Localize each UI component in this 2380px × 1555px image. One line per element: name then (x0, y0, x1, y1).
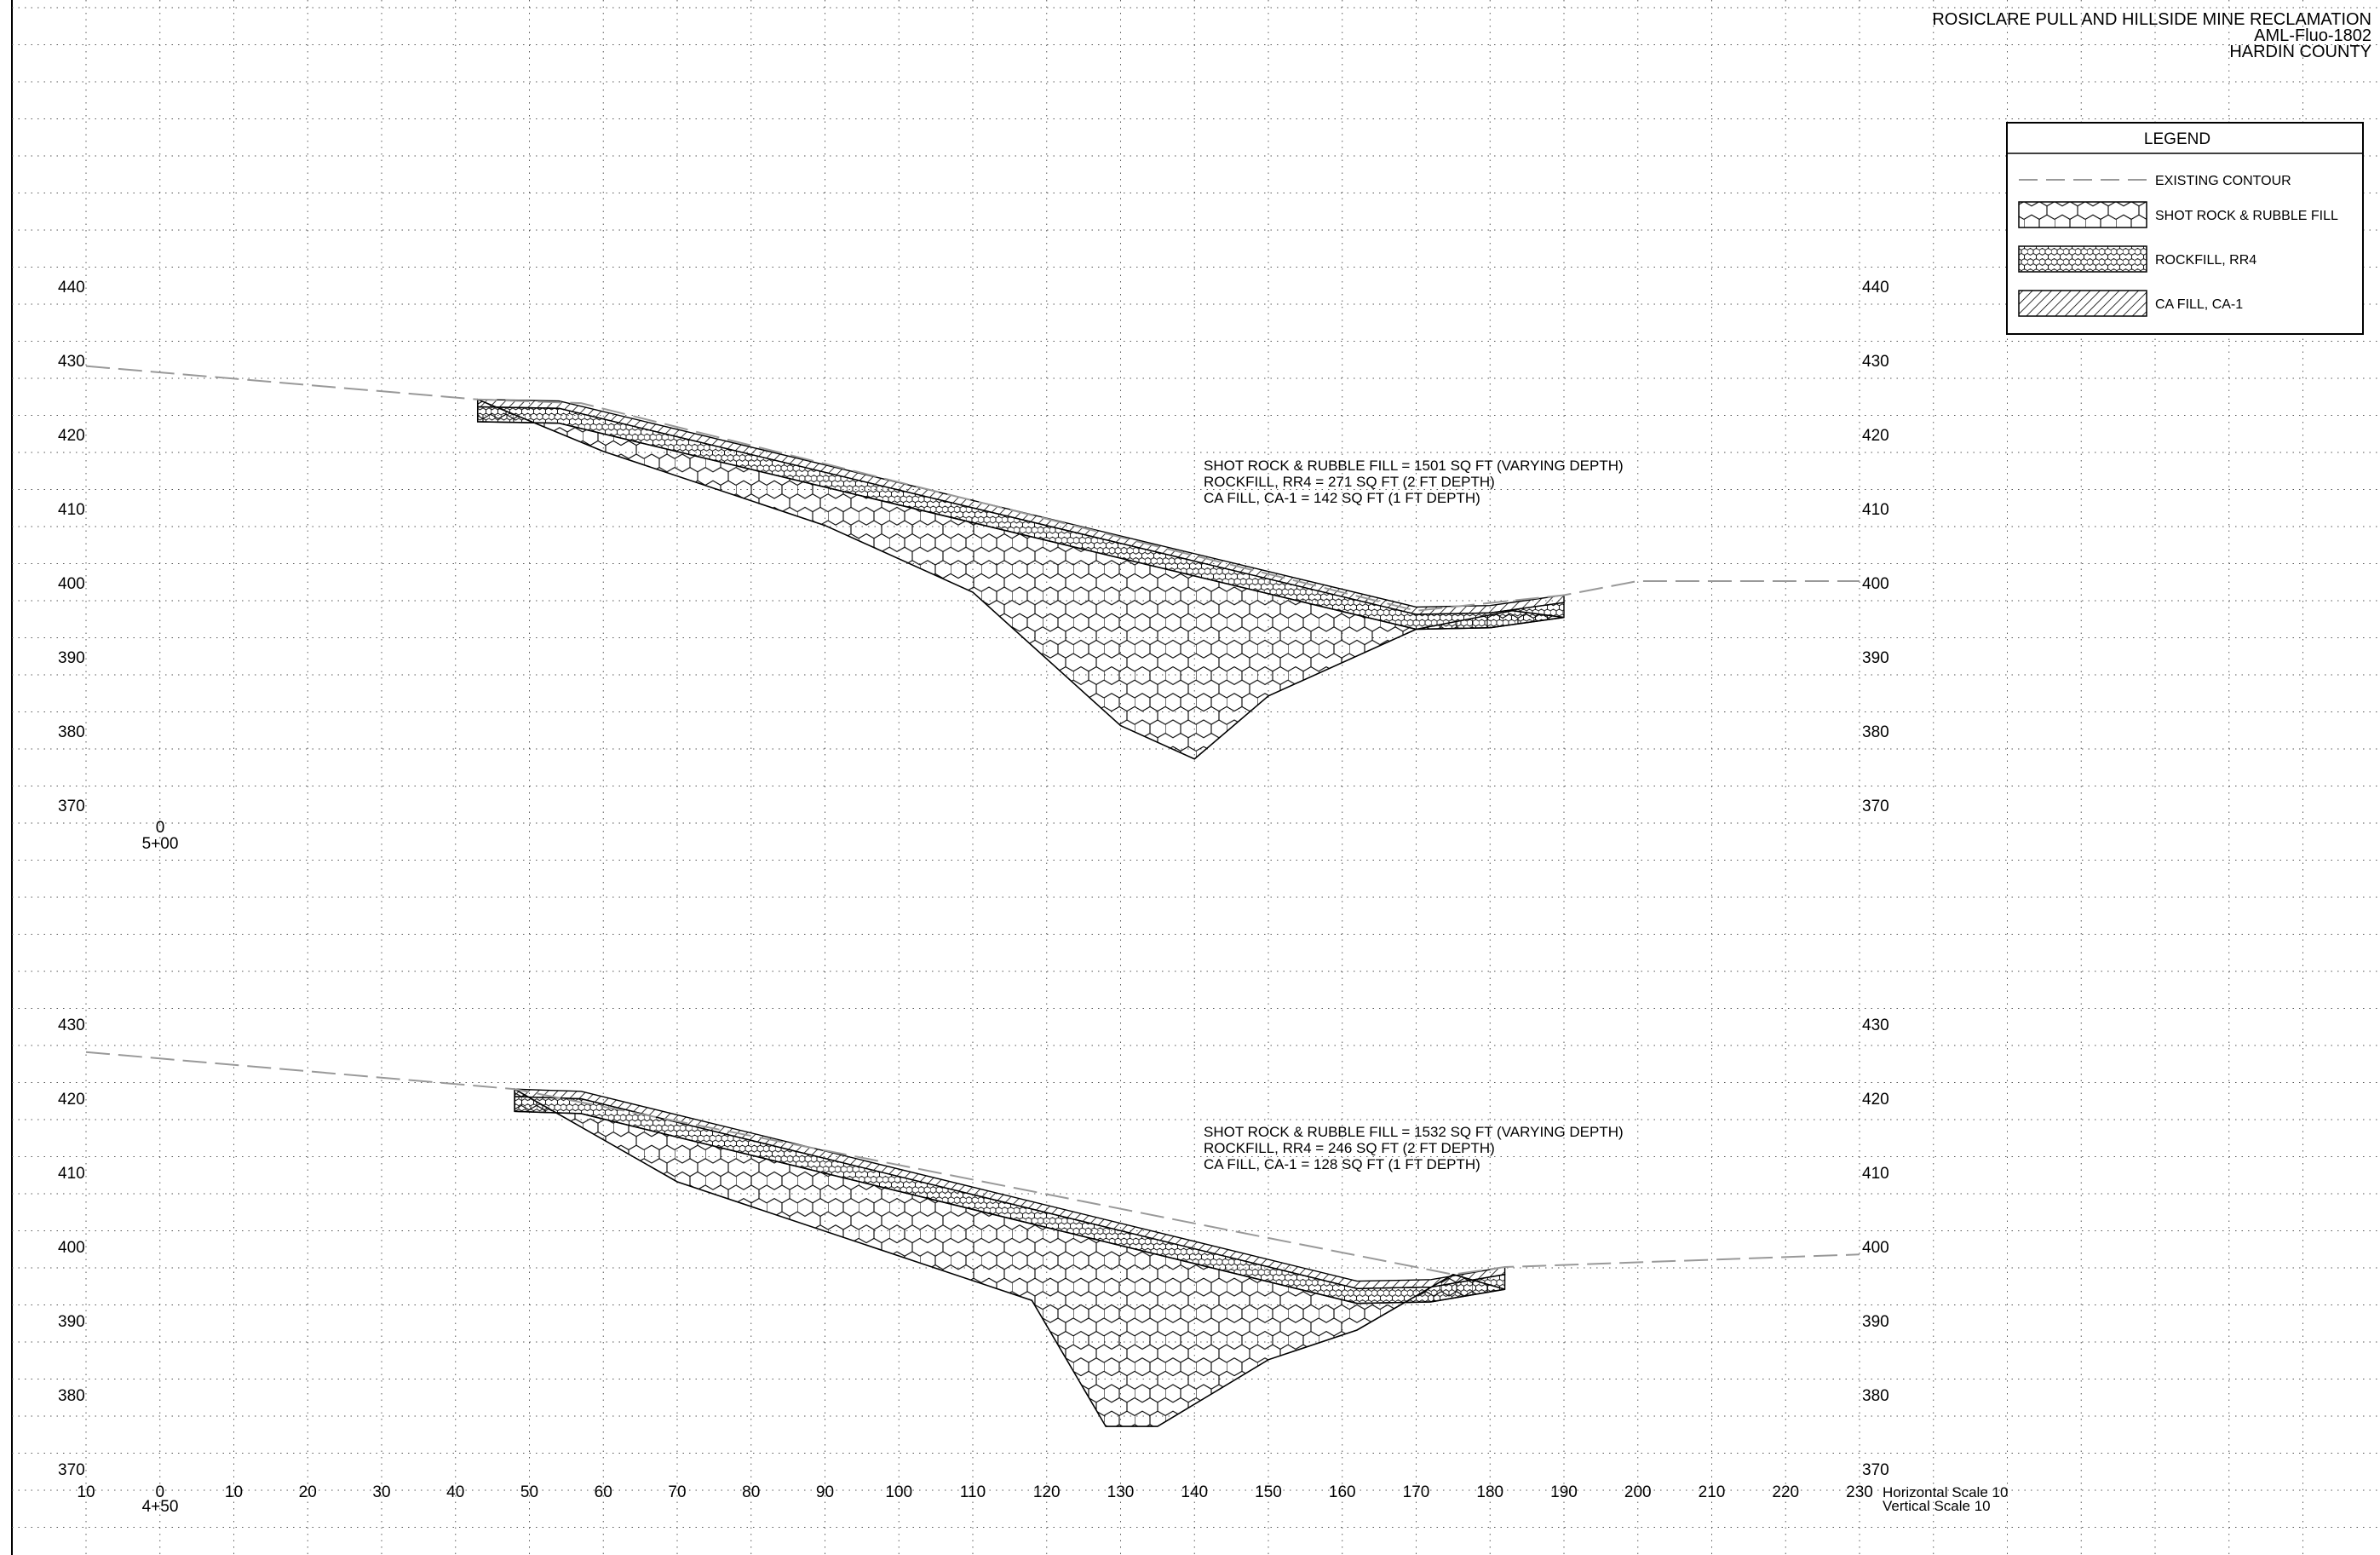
elevation-label-left: 400 (58, 575, 85, 593)
scale-note: Horizontal Scale 10 Vertical Scale 10 (1883, 1484, 2008, 1514)
x-tick-label: 100 (885, 1483, 912, 1501)
elevation-label-left: 410 (58, 1165, 85, 1183)
legend-diagonal-hatch-icon (2018, 290, 2147, 317)
elevation-label-right: 370 (1862, 1461, 1889, 1479)
elevation-label-right: 430 (1862, 353, 1889, 371)
project-title: ROSICLARE PULL AND HILLSIDE MINE RECLAMA… (1932, 10, 2371, 29)
sections (85, 365, 1860, 1427)
elevation-label-left: 420 (58, 1091, 85, 1109)
elevation-label-right: 410 (1862, 501, 1889, 519)
elevation-label-left: 380 (58, 1387, 85, 1405)
elevation-label-left: 380 (58, 723, 85, 741)
elevation-label-right: 390 (1862, 1313, 1889, 1331)
x-tick-label: 220 (1772, 1483, 1799, 1501)
elevation-label-left: 370 (58, 1461, 85, 1479)
x-tick-label: 210 (1699, 1483, 1726, 1501)
x-tick-label: 0 (155, 1483, 164, 1501)
x-tick-label: 70 (668, 1483, 686, 1501)
x-tick-label: 40 (446, 1483, 464, 1501)
county-name: HARDIN COUNTY (2229, 43, 2371, 61)
x-tick-label: 90 (816, 1483, 834, 1501)
x-tick-label: 10 (77, 1483, 95, 1501)
x-tick-label: 170 (1403, 1483, 1430, 1501)
x-tick-label: 110 (960, 1483, 986, 1501)
elevation-label-left: 410 (58, 501, 85, 519)
section-1 (85, 365, 1860, 760)
x-tick-label: 180 (1476, 1483, 1503, 1501)
elevation-label-right: 380 (1862, 1387, 1889, 1405)
elevation-label-right: 440 (1862, 279, 1889, 297)
legend: LEGEND EXISTING CONTOUR SHOT ROCK & RUBB… (2006, 122, 2364, 335)
section-1-quantities: SHOT ROCK & RUBBLE FILL = 1501 SQ FT (VA… (1204, 458, 1624, 506)
elevation-label-right: 430 (1862, 1017, 1889, 1034)
existing-contour-line (85, 365, 1860, 612)
x-tick-label: 140 (1181, 1483, 1208, 1501)
section-1-station: 0 5+00 (142, 819, 179, 853)
x-tick-label: 50 (520, 1483, 538, 1501)
elevation-label-right: 420 (1862, 1091, 1889, 1109)
section-2-quantity-ca-fill: CA FILL, CA-1 = 128 SQ FT (1 FT DEPTH) (1204, 1156, 1480, 1172)
legend-label-rockfill: ROCKFILL, RR4 (2155, 253, 2256, 268)
x-tick-label: 190 (1550, 1483, 1578, 1501)
section-2-quantity-shot-rock: SHOT ROCK & RUBBLE FILL = 1532 SQ FT (VA… (1204, 1124, 1624, 1140)
section-1-quantity-shot-rock: SHOT ROCK & RUBBLE FILL = 1501 SQ FT (VA… (1204, 458, 1624, 474)
x-tick-label: 80 (742, 1483, 760, 1501)
legend-label-existing-contour: EXISTING CONTOUR (2155, 174, 2291, 188)
section-2-quantity-rockfill: ROCKFILL, RR4 = 246 SQ FT (2 FT DEPTH) (1204, 1140, 1495, 1156)
elevation-label-right: 400 (1862, 575, 1889, 593)
elevation-label-right: 400 (1862, 1239, 1889, 1257)
section-1-quantity-rockfill: ROCKFILL, RR4 = 271 SQ FT (2 FT DEPTH) (1204, 474, 1495, 490)
x-tick-label: 120 (1033, 1483, 1061, 1501)
section-1-offset-label: 0 (156, 819, 165, 837)
section-2-quantities: SHOT ROCK & RUBBLE FILL = 1532 SQ FT (VA… (1204, 1124, 1624, 1172)
section-1-quantity-ca-fill: CA FILL, CA-1 = 142 SQ FT (1 FT DEPTH) (1204, 490, 1480, 506)
x-tick-label: 60 (595, 1483, 612, 1501)
legend-label-ca-fill: CA FILL, CA-1 (2155, 297, 2243, 312)
section-2 (85, 1051, 1860, 1427)
x-tick-label: 10 (225, 1483, 243, 1501)
project-number: AML-Fluo-1802 (2254, 26, 2371, 45)
elevation-label-left: 370 (58, 798, 85, 815)
elevation-label-left: 430 (58, 1017, 85, 1034)
legend-large-hex-icon (2018, 201, 2147, 228)
x-tick-label: 200 (1624, 1483, 1652, 1501)
x-tick-label: 160 (1329, 1483, 1356, 1501)
x-tick-label: 150 (1255, 1483, 1282, 1501)
ca-fill-layer (477, 399, 1565, 615)
elevation-label-left: 400 (58, 1239, 85, 1257)
section-2-station: 4+50 (142, 1498, 179, 1516)
vertical-scale-label: Vertical Scale 10 (1883, 1498, 1991, 1514)
elevation-label-left: 430 (58, 353, 85, 371)
x-tick-label: 230 (1846, 1483, 1873, 1501)
title-block: ROSICLARE PULL AND HILLSIDE MINE RECLAMA… (1932, 10, 2371, 61)
x-tick-label: 20 (299, 1483, 317, 1501)
elevation-label-right: 370 (1862, 798, 1889, 815)
elevation-label-right: 390 (1862, 649, 1889, 667)
legend-heading: LEGEND (2144, 130, 2210, 148)
elevation-label-left: 390 (58, 649, 85, 667)
elevation-label-right: 420 (1862, 427, 1889, 445)
x-tick-label: 30 (372, 1483, 390, 1501)
elevation-label-right: 410 (1862, 1165, 1889, 1183)
section-1-station-label: 5+00 (142, 835, 179, 853)
elevation-label-right: 380 (1862, 723, 1889, 741)
elevation-label-left: 420 (58, 427, 85, 445)
elevation-label-left: 440 (58, 279, 85, 297)
legend-small-hex-icon (2018, 245, 2147, 273)
elevation-label-left: 390 (58, 1313, 85, 1331)
existing-contour-line (85, 1051, 1860, 1276)
horizontal-scale-label: Horizontal Scale 10 (1883, 1484, 2008, 1500)
legend-label-shot-rock: SHOT ROCK & RUBBLE FILL (2155, 209, 2338, 223)
x-tick-label: 130 (1107, 1483, 1135, 1501)
section-2-station-label: 4+50 (142, 1498, 179, 1516)
x-axis-labels: 10 0 10 20 30 40 50 60 70 80 90 100 110 120 130 140 150 1… (77, 1483, 1872, 1501)
